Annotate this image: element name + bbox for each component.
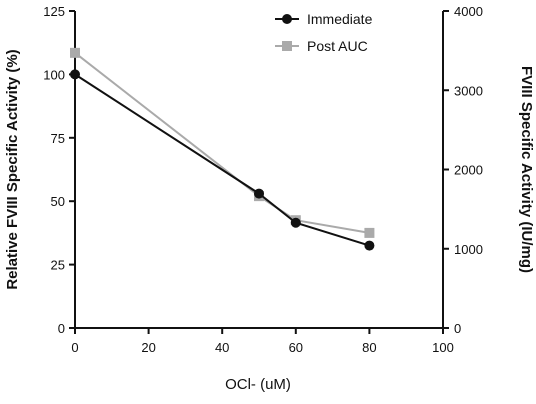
- legend-label: Post AUC: [307, 38, 368, 54]
- x-tick-label: 40: [215, 340, 229, 355]
- y2-tick-label: 3000: [454, 83, 483, 98]
- y-tick-label: 125: [43, 4, 65, 19]
- y-tick-label: 0: [58, 321, 65, 336]
- x-tick-label: 80: [362, 340, 376, 355]
- legend-label: Immediate: [307, 11, 373, 27]
- x-tick-label: 60: [289, 340, 303, 355]
- legend-marker: [282, 14, 292, 24]
- x-tick-label: 100: [432, 340, 454, 355]
- y-tick-label: 25: [51, 258, 65, 273]
- data-point: [364, 240, 375, 251]
- data-point: [254, 188, 264, 199]
- data-point: [70, 47, 80, 58]
- y2-axis-title: FVIII Specific Activity (IU/mg): [518, 66, 535, 273]
- y2-tick-label: 4000: [454, 4, 483, 19]
- legend-marker: [282, 41, 292, 51]
- data-point: [364, 227, 375, 238]
- legend: Immediate Post AUC: [275, 11, 373, 54]
- axes: 0 20 40 60 80 1000255075100125010002000300040…: [43, 4, 483, 355]
- y2-tick-label: 0: [454, 321, 461, 336]
- series-line: [74, 73, 370, 247]
- series-line: [74, 52, 370, 234]
- y-tick-label: 100: [43, 67, 65, 82]
- y2-tick-label: 1000: [454, 242, 483, 257]
- x-axis-title: OCl- (uM): [225, 376, 291, 393]
- y-tick-label: 50: [51, 194, 65, 209]
- x-tick-label: 20: [141, 340, 155, 355]
- series-layer: [70, 47, 375, 251]
- data-point: [70, 69, 80, 80]
- y-axis-title: Relative FVIII Specific Activity (%): [4, 49, 21, 289]
- x-tick-label: 0: [71, 340, 78, 355]
- data-point: [290, 217, 301, 228]
- y-tick-label: 75: [51, 131, 65, 146]
- y2-tick-label: 2000: [454, 163, 483, 178]
